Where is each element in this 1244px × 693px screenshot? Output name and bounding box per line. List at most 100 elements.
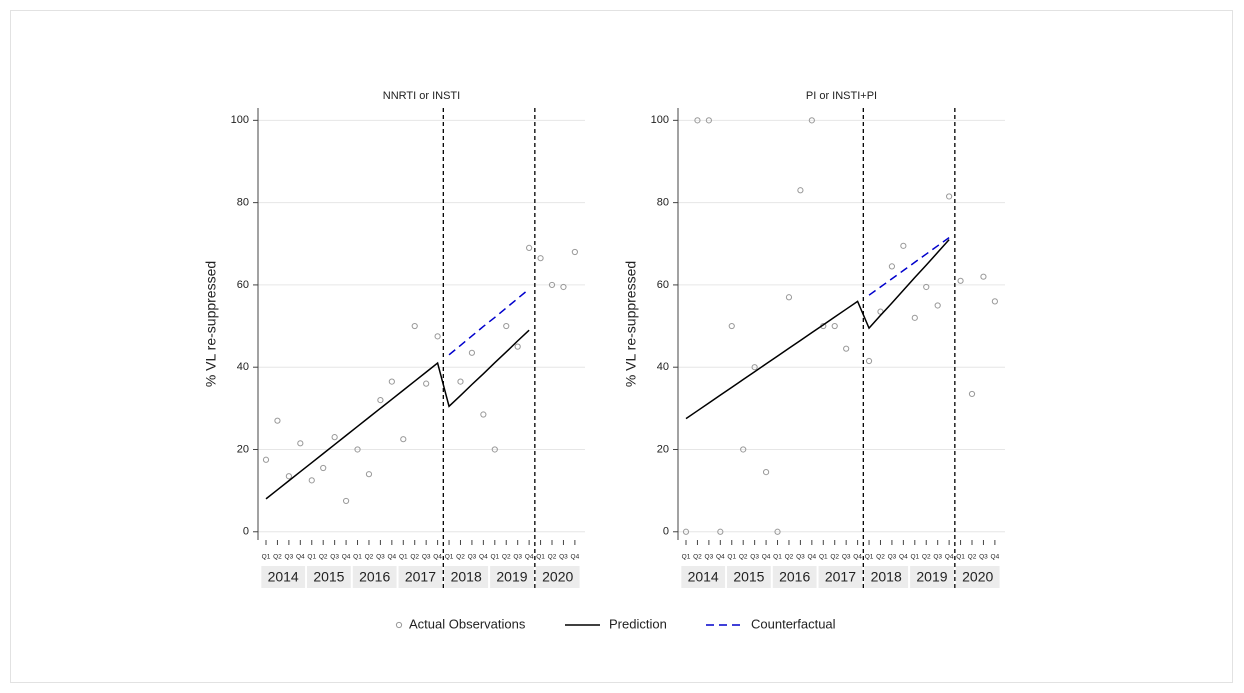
- observation: [774, 528, 781, 535]
- year-label: 2015: [313, 569, 344, 585]
- observation: [388, 378, 395, 385]
- x-tick-label: Q1: [956, 554, 965, 561]
- observation: [457, 378, 464, 385]
- year-band: [910, 566, 954, 588]
- x-tick-label: Q4: [388, 554, 397, 561]
- counterfactual-line: [448, 288, 530, 356]
- observation: [797, 187, 804, 194]
- year-label: 2015: [733, 569, 764, 585]
- x-tick-label: Q4: [899, 554, 908, 561]
- observation: [991, 298, 998, 305]
- x-tick-label: Q4: [945, 554, 954, 561]
- legend-marker: [395, 621, 403, 629]
- x-tick-label: Q2: [876, 554, 885, 561]
- year-band: [681, 566, 726, 588]
- x-tick-label: Q1: [773, 554, 782, 561]
- legend-label: Actual Observations: [409, 616, 526, 631]
- x-tick-label: Q2: [365, 554, 374, 561]
- frame: [10, 10, 1233, 683]
- observation: [923, 283, 930, 291]
- x-tick-label: Q3: [842, 554, 851, 561]
- observation: [423, 380, 430, 387]
- x-tick-label: Q2: [968, 554, 977, 561]
- observation: [560, 283, 567, 291]
- x-tick-label: Q1: [910, 554, 919, 561]
- x-tick-label: Q3: [376, 554, 385, 561]
- x-tick-label: Q1: [865, 554, 874, 561]
- x-tick-label: Q3: [933, 554, 942, 561]
- year-label: 2017: [825, 569, 856, 585]
- x-tick-label: Q3: [888, 554, 897, 561]
- x-tick-label: Q3: [422, 554, 431, 561]
- observation: [262, 456, 270, 463]
- prediction-line: [685, 239, 950, 420]
- observation: [728, 322, 735, 330]
- observation: [285, 473, 292, 480]
- x-tick-label: Q3: [285, 554, 294, 561]
- x-tick-label: Q1: [536, 554, 545, 561]
- observation: [843, 345, 850, 352]
- observation: [785, 294, 793, 301]
- year-band: [535, 566, 580, 588]
- observation: [274, 417, 281, 424]
- x-tick-label: Q2: [548, 554, 557, 561]
- y-tick-label: 80: [657, 197, 669, 209]
- observation: [694, 117, 701, 124]
- x-tick-label: Q3: [559, 554, 568, 561]
- observation: [480, 411, 487, 418]
- y-tick-label: 60: [657, 279, 669, 291]
- y-axis-label: % VL re-suppressed: [623, 261, 639, 387]
- y-tick-label: 40: [237, 361, 249, 373]
- year-band: [955, 566, 1000, 588]
- observation: [888, 263, 896, 270]
- legend-label: Prediction: [609, 616, 667, 631]
- x-tick-label: Q3: [513, 554, 522, 561]
- year-band: [727, 566, 771, 588]
- observation: [411, 322, 418, 330]
- x-tick-label: Q1: [727, 554, 736, 561]
- observation: [537, 255, 544, 262]
- year-band: [398, 566, 443, 588]
- observation: [751, 364, 758, 371]
- observation: [831, 322, 838, 330]
- observation: [705, 117, 712, 124]
- x-tick-label: Q1: [399, 554, 408, 561]
- x-tick-label: Q3: [750, 554, 759, 561]
- x-tick-label: Q2: [319, 554, 328, 561]
- observation: [717, 528, 724, 535]
- observation: [354, 446, 361, 453]
- observation: [297, 440, 304, 447]
- prediction-line: [265, 329, 530, 500]
- counterfactual-line: [868, 236, 950, 296]
- x-tick-label: Q1: [307, 554, 316, 561]
- x-tick-label: Q4: [525, 554, 534, 561]
- chart-title: NNRTI or INSTI: [383, 90, 460, 102]
- y-tick-label: 80: [237, 197, 249, 209]
- observation: [377, 397, 384, 404]
- y-tick-label: 20: [237, 443, 249, 455]
- observation: [320, 464, 327, 472]
- year-label: 2017: [405, 569, 436, 585]
- legend: Actual Observations Prediction Counterfact…: [395, 616, 836, 631]
- year-band: [772, 566, 817, 588]
- year-label: 2014: [688, 569, 719, 585]
- observation: [365, 471, 373, 478]
- x-tick-label: Q4: [571, 554, 580, 561]
- x-tick-label: Q3: [979, 554, 988, 561]
- x-tick-label: Q2: [502, 554, 511, 561]
- y-tick-label: 0: [663, 526, 669, 538]
- year-label: 2020: [962, 569, 993, 585]
- observation: [946, 193, 953, 200]
- observation: [808, 117, 815, 124]
- year-band: [307, 566, 351, 588]
- observation: [740, 446, 747, 453]
- observation: [491, 446, 498, 453]
- observation: [434, 333, 441, 340]
- year-label: 2014: [268, 569, 299, 585]
- y-tick-label: 40: [657, 361, 669, 373]
- year-band: [864, 566, 909, 588]
- x-tick-label: Q3: [330, 554, 339, 561]
- x-tick-label: Q4: [479, 554, 488, 561]
- observation: [762, 469, 770, 476]
